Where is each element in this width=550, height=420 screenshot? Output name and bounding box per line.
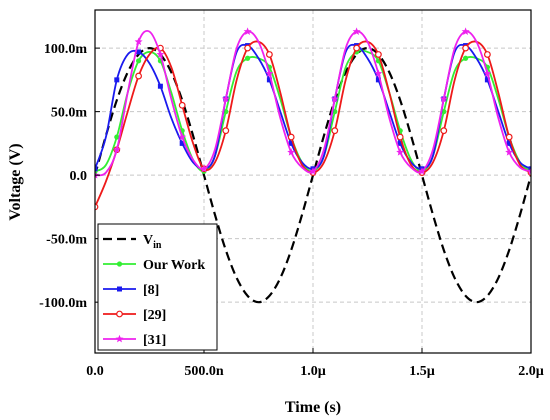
y-axis-title: Voltage (V) xyxy=(7,143,24,220)
data-point xyxy=(117,286,122,292)
data-point xyxy=(418,167,426,175)
data-point xyxy=(331,127,339,135)
data-point xyxy=(116,310,123,318)
legend-label: Our Work xyxy=(143,258,205,273)
legend-label: Vin xyxy=(143,233,162,251)
data-point xyxy=(266,51,273,58)
legend-label: [29] xyxy=(143,308,166,323)
data-point xyxy=(156,50,165,58)
data-point xyxy=(440,127,448,135)
data-point xyxy=(505,148,514,156)
data-point xyxy=(461,27,470,35)
data-point xyxy=(396,148,405,156)
data-point xyxy=(95,166,98,172)
x-tick-label: 1.5µ xyxy=(409,364,435,379)
legend-label-name: V xyxy=(143,233,153,248)
data-point xyxy=(116,261,123,267)
data-point xyxy=(483,69,492,77)
legend-label-name: [31] xyxy=(143,333,166,348)
y-tick-label: 0.0 xyxy=(70,169,88,184)
legend-label-name: [29] xyxy=(143,308,166,323)
data-point xyxy=(157,83,163,89)
data-point xyxy=(309,167,317,175)
legend: Vin Our Work [8] [29] [31] xyxy=(97,223,218,351)
data-point xyxy=(178,132,187,141)
data-point xyxy=(375,77,381,83)
data-point xyxy=(135,72,143,80)
data-point xyxy=(134,37,143,46)
legend-label-name: Our Work xyxy=(143,258,205,273)
legend-label-subscript: in xyxy=(153,240,162,251)
data-point xyxy=(266,77,272,83)
data-point xyxy=(330,94,339,103)
data-point xyxy=(115,334,124,343)
y-tick-label: 50.0m xyxy=(51,106,88,121)
data-point xyxy=(178,101,186,109)
series-layer xyxy=(95,27,531,304)
data-point xyxy=(221,94,230,103)
y-tick-label: -50.0m xyxy=(46,233,87,248)
axis-ticks: 0.0 500.0n 1.0µ 1.5µ 2.0µ 100.0m 50.0m 0.0 -50.0… xyxy=(39,42,544,379)
data-point xyxy=(528,166,531,172)
data-point xyxy=(505,133,513,141)
data-point xyxy=(112,145,121,154)
data-point xyxy=(353,44,361,52)
data-point xyxy=(136,49,142,55)
data-point xyxy=(114,134,120,140)
data-point xyxy=(439,94,448,103)
x-axis-title: Time (s) xyxy=(285,399,341,416)
x-tick-label: 0.0 xyxy=(86,364,104,379)
y-tick-label: -100.0m xyxy=(39,296,87,311)
data-point xyxy=(265,69,274,77)
data-point xyxy=(243,27,252,35)
data-point xyxy=(506,140,512,146)
data-point xyxy=(136,58,142,64)
data-point xyxy=(484,51,491,58)
data-point xyxy=(484,77,490,83)
data-point xyxy=(463,55,469,61)
data-point xyxy=(352,27,361,35)
x-tick-label: 500.0n xyxy=(184,364,224,379)
data-point xyxy=(200,164,208,173)
data-point xyxy=(95,203,99,211)
data-point xyxy=(114,77,120,83)
x-tick-label: 1.0µ xyxy=(300,364,326,379)
data-point xyxy=(375,51,382,58)
y-tick-label: 100.0m xyxy=(44,42,88,57)
data-point xyxy=(396,133,404,141)
data-point xyxy=(397,140,403,146)
data-point xyxy=(179,140,185,146)
legend-label-name: [8] xyxy=(143,283,159,298)
x-tick-label: 2.0µ xyxy=(518,364,544,379)
data-point xyxy=(222,127,230,135)
series-4 xyxy=(95,27,531,179)
legend-label: [8] xyxy=(143,283,159,298)
data-point xyxy=(245,55,251,61)
data-point xyxy=(374,69,383,77)
data-point xyxy=(287,133,295,141)
data-point xyxy=(288,140,294,146)
legend-label: [31] xyxy=(143,333,166,348)
data-point xyxy=(462,44,470,52)
data-point xyxy=(527,167,531,175)
data-point xyxy=(244,44,252,52)
data-point xyxy=(287,148,296,156)
